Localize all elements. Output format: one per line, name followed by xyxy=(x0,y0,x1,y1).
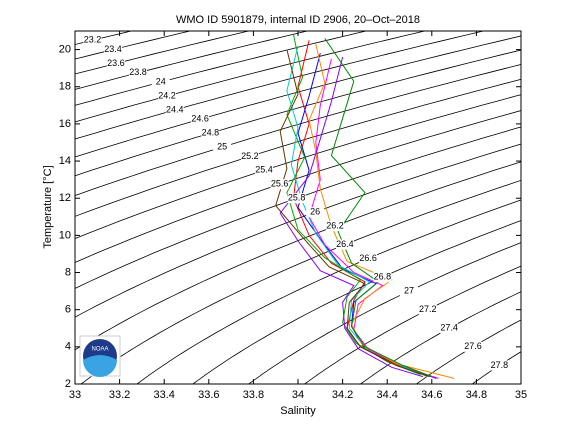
y-tick-label: 4 xyxy=(65,341,71,353)
noaa-logo: NOAA xyxy=(80,336,120,377)
contour-label: 25.4 xyxy=(255,165,273,175)
x-tick-label: 33.4 xyxy=(153,389,174,401)
contour-label: 24 xyxy=(156,76,166,86)
contour-label: 24.2 xyxy=(158,90,176,100)
contour-label: 24.6 xyxy=(191,114,209,124)
contour-label: 23.4 xyxy=(104,44,122,54)
y-tick-label: 10 xyxy=(59,229,71,241)
x-tick-label: 33.2 xyxy=(109,389,130,401)
contour-label: 26.4 xyxy=(336,239,354,249)
contour-label: 23.8 xyxy=(129,67,147,77)
x-tick-label: 34.2 xyxy=(332,389,353,401)
y-tick-label: 2 xyxy=(65,378,71,390)
contour-label: 25.6 xyxy=(271,179,289,189)
y-tick-label: 12 xyxy=(59,192,71,204)
y-tick-label: 6 xyxy=(65,304,71,316)
contour-label: 25.8 xyxy=(288,193,306,203)
y-tick-label: 18 xyxy=(59,81,71,93)
x-tick-label: 33.6 xyxy=(198,389,219,401)
logo-text: NOAA xyxy=(91,347,108,353)
contour-label: 27.2 xyxy=(419,304,437,314)
x-tick-label: 35 xyxy=(515,389,527,401)
y-tick-label: 8 xyxy=(65,266,71,278)
x-axis-label: Salinity xyxy=(280,405,316,417)
y-tick-label: 20 xyxy=(59,43,71,55)
contour-label: 26 xyxy=(310,207,320,217)
contour-label: 27.8 xyxy=(491,360,509,370)
contour-label: 27.6 xyxy=(464,341,482,351)
x-tick-label: 34 xyxy=(292,389,304,401)
contour-label: 26.2 xyxy=(326,220,344,230)
contour-label: 26.6 xyxy=(359,253,377,263)
contour-label: 26.8 xyxy=(374,272,392,282)
contour-label: 23.6 xyxy=(107,58,125,68)
y-tick-label: 16 xyxy=(59,118,71,130)
x-tick-label: 33.8 xyxy=(243,389,264,401)
contour-label: 25 xyxy=(217,141,227,151)
contour-label: 23.2 xyxy=(84,35,102,45)
contour-label: 25.2 xyxy=(241,151,259,161)
chart-title: WMO ID 5901879, internal ID 2906, 20–Oct… xyxy=(176,14,420,26)
x-tick-label: 34.6 xyxy=(421,389,442,401)
x-tick-label: 34.8 xyxy=(466,389,487,401)
x-tick-label: 33 xyxy=(69,389,81,401)
y-tick-label: 14 xyxy=(59,155,71,167)
contour-label: 27.4 xyxy=(440,323,458,333)
contour-label: 24.4 xyxy=(166,104,184,114)
x-tick-label: 34.4 xyxy=(376,389,397,401)
contour-label: 24.8 xyxy=(202,128,220,138)
y-axis-label: Temperature [°C] xyxy=(42,165,54,248)
contour-label: 27 xyxy=(404,285,414,295)
